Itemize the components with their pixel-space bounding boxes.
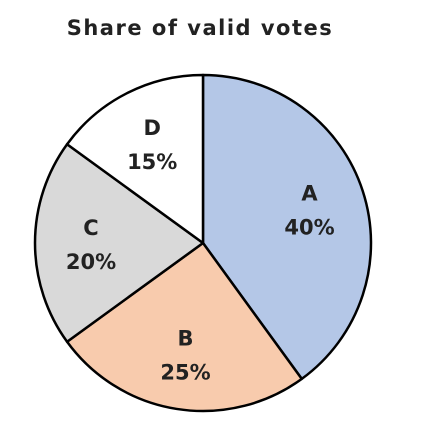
pie-slice-a [201, 73, 373, 381]
pie-slice-d [65, 73, 205, 245]
slice-category-label-d: D [143, 116, 160, 140]
pie-labels: A 40% B 25% C 20% D 15% [66, 116, 335, 384]
pie-slice-b [65, 241, 303, 413]
slice-category-label-a: A [301, 181, 318, 205]
slice-category-label-b: B [177, 327, 193, 351]
slice-value-label-a: 40% [284, 215, 334, 239]
slice-value-label-d: 15% [127, 150, 177, 174]
slice-category-label-c: C [83, 216, 98, 240]
pie-slice-c [33, 143, 205, 343]
slice-value-label-b: 25% [160, 361, 210, 385]
pie-slices [33, 73, 373, 413]
chart-title: Share of valid votes [66, 16, 334, 40]
slice-value-label-c: 20% [66, 250, 116, 274]
